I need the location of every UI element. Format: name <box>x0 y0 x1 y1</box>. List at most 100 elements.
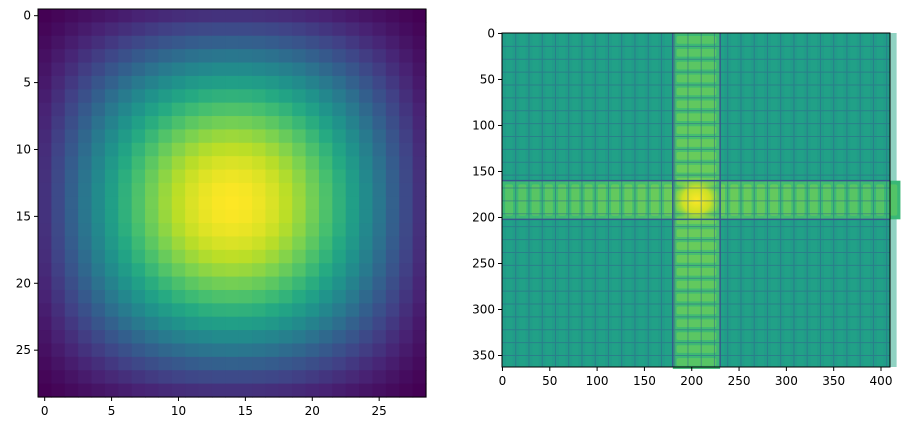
heatmap-cell <box>385 156 400 171</box>
heatmap-cell <box>332 223 347 238</box>
heatmap-cell <box>64 356 79 371</box>
heatmap-cell <box>118 102 133 117</box>
heatmap-cell <box>211 330 226 345</box>
heatmap-cell <box>104 142 119 157</box>
heatmap-cell <box>385 116 400 131</box>
heatmap-cell <box>265 35 280 50</box>
heatmap-cell <box>91 89 106 104</box>
heatmap-cell <box>198 129 213 144</box>
heatmap-cell <box>359 289 374 304</box>
heatmap-cell <box>158 89 173 104</box>
heatmap-cell <box>399 129 414 144</box>
heatmap-cell <box>252 263 267 278</box>
heatmap-cell <box>305 370 320 385</box>
heatmap-cell <box>185 209 200 224</box>
heatmap-cell <box>145 169 160 184</box>
spectrum-grid-lines <box>502 33 890 367</box>
heatmap-cell <box>345 330 360 345</box>
heatmap-cell <box>372 356 387 371</box>
heatmap-cell <box>131 89 146 104</box>
heatmap-cell <box>265 316 280 331</box>
x-tick-label: 25 <box>372 404 387 418</box>
band-ripple <box>637 184 646 216</box>
heatmap-cell <box>211 303 226 318</box>
heatmap-cell <box>198 209 213 224</box>
heatmap-cell <box>399 316 414 331</box>
heatmap-cell <box>78 35 93 50</box>
heatmap-cell <box>345 169 360 184</box>
heatmap-cell <box>158 330 173 345</box>
heatmap-cell <box>158 249 173 264</box>
heatmap-cell <box>64 22 79 37</box>
heatmap-cell <box>318 196 333 211</box>
heatmap-cell <box>238 330 253 345</box>
heatmap-cell <box>131 129 146 144</box>
heatmap-cell <box>51 289 66 304</box>
heatmap-cell <box>305 49 320 64</box>
heatmap-cell <box>211 276 226 291</box>
heatmap-cell <box>252 62 267 77</box>
heatmap-cell <box>198 89 213 104</box>
heatmap-cell <box>318 116 333 131</box>
heatmap-cell <box>399 370 414 385</box>
heatmap-cell <box>265 209 280 224</box>
heatmap-cell <box>345 156 360 171</box>
heatmap-cell <box>278 62 293 77</box>
heatmap-cell <box>104 383 119 398</box>
heatmap-cell <box>412 129 427 144</box>
heatmap-cell <box>359 223 374 238</box>
heatmap-cell <box>64 343 79 358</box>
heatmap-cell <box>51 75 66 90</box>
heatmap-cell <box>38 196 52 211</box>
heatmap-cell <box>131 196 146 211</box>
y-tick-label: 20 <box>16 276 31 290</box>
heatmap-cell <box>158 276 173 291</box>
heatmap-cell <box>104 223 119 238</box>
heatmap-cell <box>171 276 186 291</box>
heatmap-cell <box>385 169 400 184</box>
heatmap-cell <box>64 223 79 238</box>
heatmap-cell <box>78 116 93 131</box>
band-ripple <box>876 184 885 216</box>
heatmap-cell <box>238 196 253 211</box>
heatmap-cell <box>332 316 347 331</box>
heatmap-cell <box>278 223 293 238</box>
heatmap-cell <box>145 62 160 77</box>
heatmap-cell <box>278 289 293 304</box>
heatmap-cell <box>185 9 200 23</box>
band-ripple <box>676 74 717 83</box>
heatmap-cell <box>38 343 52 358</box>
heatmap-cell <box>412 289 427 304</box>
heatmap-cell <box>91 169 106 184</box>
heatmap-cell <box>118 249 133 264</box>
heatmap-cell <box>64 75 79 90</box>
heatmap-cell <box>332 383 347 398</box>
heatmap-cell <box>399 276 414 291</box>
heatmap-cell <box>198 49 213 64</box>
heatmap-cell <box>345 276 360 291</box>
heatmap-cell <box>385 62 400 77</box>
heatmap-cell <box>252 196 267 211</box>
heatmap-cell <box>359 9 374 23</box>
heatmap-cell <box>412 209 427 224</box>
heatmap-cell <box>359 156 374 171</box>
heatmap-cell <box>412 142 427 157</box>
heatmap-cell <box>318 182 333 197</box>
heatmap-cell <box>171 370 186 385</box>
heatmap-cell <box>38 156 52 171</box>
heatmap-cell <box>104 35 119 50</box>
heatmap-cell <box>252 209 267 224</box>
heatmap-cell <box>225 330 240 345</box>
heatmap-cell <box>185 129 200 144</box>
heatmap-cell <box>399 156 414 171</box>
heatmap-cell <box>78 303 93 318</box>
heatmap-cell <box>118 236 133 251</box>
heatmap-cell <box>198 62 213 77</box>
heatmap-cell <box>51 223 66 238</box>
heatmap-cell <box>198 223 213 238</box>
heatmap-cell <box>91 35 106 50</box>
heatmap-cell <box>185 75 200 90</box>
heatmap-cell <box>252 169 267 184</box>
heatmap-cell <box>131 9 146 23</box>
heatmap-cell <box>145 22 160 37</box>
